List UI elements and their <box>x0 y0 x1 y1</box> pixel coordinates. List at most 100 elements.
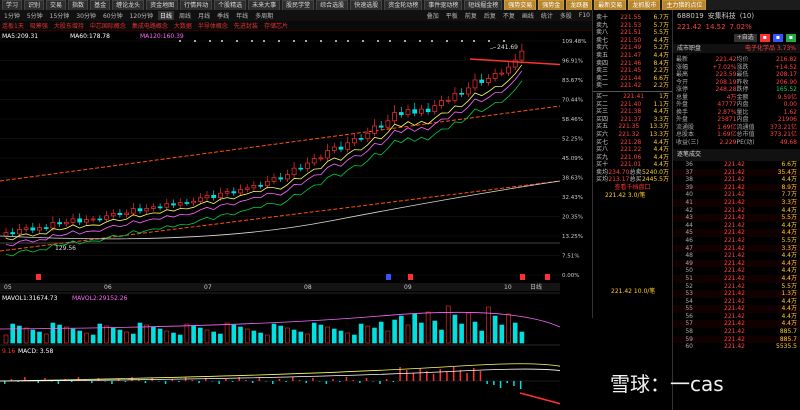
feature-button[interactable]: 龙抓股市 <box>628 0 661 10</box>
alert-tag[interactable]: 连板1天 <box>2 23 24 30</box>
total-key: 买均 <box>596 176 609 184</box>
toolbar-button[interactable]: 快速选股 <box>350 0 383 10</box>
chart-tool-button[interactable]: 后复 <box>483 13 496 20</box>
toolbar-button[interactable]: 资金轮动榜 <box>384 0 423 10</box>
chart-tool-button[interactable]: 不复 <box>502 13 515 20</box>
chart-tool-button[interactable]: F10 <box>578 12 590 19</box>
sell-row[interactable]: 卖三 221.45 2.2万 <box>593 67 672 75</box>
buy-row[interactable]: 买二 221.40 1.1万 <box>593 101 672 109</box>
tick-row: 40 221.42 7.7万 <box>673 191 800 199</box>
sell-row[interactable]: 卖八 221.51 5.5万 <box>593 29 672 37</box>
alert-tag[interactable]: 吸筹强 <box>29 23 48 30</box>
feature-button[interactable]: 最新交易 <box>594 0 627 10</box>
buy-row[interactable]: 买十 221.01 4.4万 <box>593 161 672 169</box>
chart-tool-button[interactable]: 统计 <box>540 13 553 20</box>
macd-bar <box>124 381 127 382</box>
macd-bar <box>191 380 194 381</box>
toolbar-button[interactable]: 股民学堂 <box>282 0 315 10</box>
sell-row[interactable]: 卖七 221.50 4.4万 <box>593 37 672 45</box>
chart-tool-button[interactable]: 叠加 <box>426 13 439 20</box>
period-tab[interactable]: 周线 <box>179 13 192 20</box>
period-tab[interactable]: 1分钟 <box>4 13 20 20</box>
alert-tag[interactable]: 存储芯片 <box>263 23 288 30</box>
feature-button[interactable]: 龙跃器 <box>566 0 593 10</box>
buy-row[interactable]: 买四 221.37 3.3万 <box>593 116 672 124</box>
period-tab[interactable]: 年线 <box>236 13 249 20</box>
chart-tool-button[interactable]: 前复 <box>464 13 477 20</box>
quote-value: 49.68 <box>779 138 797 146</box>
sell-row[interactable]: 卖六 221.49 5.2万 <box>593 44 672 52</box>
action-button[interactable]: ▪ <box>785 34 796 42</box>
max-pointer <box>489 46 497 50</box>
buy-row[interactable]: 买八 221.22 4.4万 <box>593 146 672 154</box>
chart-tool-button[interactable]: 平板 <box>445 13 458 20</box>
quote-key: 收益(三) <box>676 138 699 146</box>
add-watchlist-button[interactable]: +自选 <box>733 34 757 42</box>
period-tab[interactable]: 30分钟 <box>76 13 96 20</box>
period-tab[interactable]: 季线 <box>217 13 230 20</box>
toolbar-button[interactable]: 综合选股 <box>316 0 349 10</box>
toolbar-button[interactable]: 事件驱动榜 <box>424 0 463 10</box>
buy-row[interactable]: 买三 221.38 4.4万 <box>593 108 672 116</box>
feature-button[interactable]: 主力猎的点位 <box>662 0 707 10</box>
level-price: 221.37 <box>620 115 642 123</box>
toolbar-button[interactable]: 行情异动 <box>180 0 213 10</box>
period-tab[interactable]: 120分钟 <box>129 13 154 20</box>
feature-button[interactable]: 强势金 <box>538 0 565 10</box>
chart-tool-button[interactable]: 画线 <box>521 13 534 20</box>
buy-row[interactable]: 买一 221.41 1万 <box>593 93 672 101</box>
time-axis-label: 07 <box>204 284 212 291</box>
alert-tag[interactable]: 大数据 <box>173 23 192 30</box>
toolbar-button[interactable]: 未来大事 <box>248 0 281 10</box>
toolbar-button[interactable]: 资金地图 <box>146 0 179 10</box>
period-tab[interactable]: 5分钟 <box>26 13 43 20</box>
buy-row[interactable]: 买九 221.06 4.4万 <box>593 154 672 162</box>
sell-row[interactable]: 卖四 221.46 8.4万 <box>593 60 672 68</box>
level-price: 221.47 <box>620 51 642 59</box>
alert-tag[interactable]: 中芯国际概念 <box>89 23 126 30</box>
marker-dot <box>389 40 391 42</box>
period-tab[interactable]: 多周期 <box>255 13 274 20</box>
toolbar-button[interactable]: 基金 <box>90 0 111 10</box>
action-button[interactable]: ▪ <box>759 34 770 42</box>
depth-link[interactable]: 查看千档盘口 <box>614 184 651 192</box>
chart-tool-button[interactable]: 多股 <box>559 13 572 20</box>
buy-row[interactable]: 买五 221.35 13.3万 <box>593 123 672 131</box>
tab-label[interactable]: 成市职盘 <box>677 45 702 52</box>
candle-body <box>63 221 69 225</box>
toolbar-button[interactable]: 识别 <box>24 0 45 10</box>
volume-bar <box>486 306 491 344</box>
toolbar-button[interactable]: 个股精选 <box>214 0 247 10</box>
action-button[interactable]: ▪ <box>772 34 783 42</box>
period-tab[interactable]: 月线 <box>198 13 211 20</box>
sell-row[interactable]: 卖五 221.47 4.4万 <box>593 52 672 60</box>
buy-row[interactable]: 买七 221.28 4.4万 <box>593 139 672 147</box>
tick-price: 221.42 <box>724 328 745 336</box>
sell-row[interactable]: 卖十 221.55 6.7万 <box>593 14 672 22</box>
toolbar-button[interactable]: 短线掘金榜 <box>464 0 503 10</box>
tick-time: 40 <box>685 191 693 199</box>
alert-tag[interactable]: 先进封装 <box>233 23 258 30</box>
sell-row[interactable]: 卖二 221.44 6.6万 <box>593 75 672 83</box>
period-tab[interactable]: 15分钟 <box>49 13 70 20</box>
kline-chart[interactable]: MA5:209.31 MA60:178.78 MA120:160.39 241.69 1… <box>0 31 560 408</box>
toolbar-button[interactable]: 学习 <box>2 0 23 10</box>
toolbar-button[interactable]: 交易 <box>46 0 67 10</box>
level-price: 221.35 <box>618 123 640 131</box>
sell-row[interactable]: 卖九 221.53 5.7万 <box>593 22 672 30</box>
alert-tag[interactable]: 集成电路概念 <box>131 23 168 30</box>
toolbar-button[interactable]: 缠论龙头 <box>112 0 145 10</box>
marker-dot <box>362 40 364 42</box>
macd-bar <box>238 377 240 381</box>
buy-row[interactable]: 买六 221.32 13.3万 <box>593 131 672 139</box>
period-tab[interactable]: 60分钟 <box>102 13 123 20</box>
volume-bar <box>405 324 411 344</box>
quote-key: 总股本 <box>676 131 695 138</box>
alert-tag[interactable]: 大股东增持 <box>53 23 84 30</box>
sell-row[interactable]: 卖一 221.42 2.2万 <box>593 82 672 90</box>
candle-body <box>171 203 176 206</box>
period-tab[interactable]: 日线 <box>158 11 175 20</box>
toolbar-button[interactable]: 指数 <box>68 0 89 10</box>
feature-button[interactable]: 强势交易 <box>504 0 537 10</box>
alert-tag[interactable]: 半导体概念 <box>197 23 228 30</box>
